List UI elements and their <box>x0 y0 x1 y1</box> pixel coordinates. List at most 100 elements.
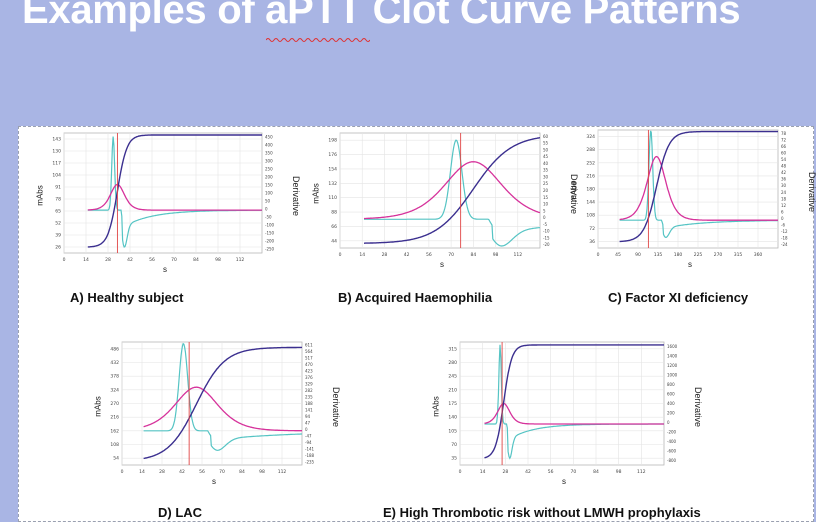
x-tick-label: 112 <box>513 252 522 258</box>
y2-tick-label: 1000 <box>667 373 678 378</box>
y2-tick-label: 50 <box>543 147 549 152</box>
x-tick-label: 28 <box>502 469 508 475</box>
y-axis-label: mAbs <box>311 182 321 204</box>
x-tick-label: 70 <box>219 469 225 475</box>
y2-tick-label: 1600 <box>667 344 678 349</box>
chart-caption-C: C) Factor XI deficiency <box>608 290 749 305</box>
y2-tick-label: 20 <box>543 188 549 193</box>
x-tick-label: 56 <box>426 252 432 258</box>
y-tick-label: 91 <box>55 185 61 191</box>
y-tick-label: 252 <box>586 160 595 166</box>
y2-tick-label: 250 <box>265 167 273 172</box>
y2-tick-label: 36 <box>781 177 787 182</box>
y-tick-label: 324 <box>586 134 595 140</box>
y2-tick-label: -15 <box>543 235 550 240</box>
y2-tick-label: 47 <box>305 420 311 425</box>
y2-tick-label: 42 <box>781 170 787 175</box>
x-tick-label: 90 <box>635 252 641 258</box>
y-axis-label: mAbs <box>35 185 45 206</box>
y-tick-label: 104 <box>52 173 61 179</box>
x-tick-label: 0 <box>339 252 342 258</box>
x-tick-label: 84 <box>239 469 245 475</box>
x-tick-label: 42 <box>179 469 185 475</box>
absorbance-line <box>87 134 262 248</box>
y-tick-label: 175 <box>448 401 457 407</box>
y2-tick-label: -188 <box>305 453 315 458</box>
y-tick-label: 378 <box>110 374 119 380</box>
y2-tick-label: 55 <box>543 141 549 146</box>
x-tick-label: 84 <box>193 257 199 263</box>
y2-tick-label: -100 <box>265 223 275 228</box>
y2-tick-label: 48 <box>781 164 787 169</box>
y-tick-label: 180 <box>586 187 595 193</box>
y2-tick-label: 200 <box>667 410 675 415</box>
x-tick-label: 225 <box>694 252 703 258</box>
y-tick-label: 432 <box>110 360 119 366</box>
y2-tick-label: 0 <box>543 215 546 220</box>
y2-tick-label: 1400 <box>667 354 678 359</box>
x-axis-label: s <box>163 265 167 274</box>
y2-tick-label: 150 <box>265 183 273 188</box>
x-tick-label: 0 <box>121 469 124 475</box>
y-tick-label: 198 <box>328 138 337 144</box>
x-axis-label: s <box>688 260 692 269</box>
slide-title: Examples of aPTT Clot Curve Patterns <box>22 0 741 32</box>
x-tick-label: 112 <box>278 469 287 475</box>
y2-tick-label: 470 <box>305 362 313 367</box>
x-tick-label: 56 <box>149 257 155 263</box>
y-tick-label: 140 <box>448 415 457 421</box>
y2-tick-label: 329 <box>305 382 313 387</box>
x-tick-label: 112 <box>637 469 646 475</box>
y-axis-label: mAbs <box>93 395 103 417</box>
y-tick-label: 110 <box>328 195 337 201</box>
y2-tick-label: 800 <box>667 382 675 387</box>
y-tick-label: 44 <box>331 238 337 244</box>
chart-C: 0 45 90 135 180 225 270 315 36036721081441802162… <box>586 129 788 258</box>
y-tick-label: 54 <box>113 456 119 462</box>
y-tick-label: 162 <box>110 428 119 434</box>
x-tick-label: 98 <box>493 252 499 258</box>
y-tick-label: 66 <box>331 224 337 230</box>
y2-tick-label: 54 <box>781 157 787 162</box>
y-tick-label: 270 <box>110 401 119 407</box>
chart-D: 0 14 28 42 56 70 84 98 112 54 108 162 216 270 324 378 43… <box>110 341 315 475</box>
x-tick-label: 84 <box>593 469 599 475</box>
y-tick-label: 78 <box>55 197 61 203</box>
first-derivative-line <box>484 402 664 425</box>
x-tick-label: 98 <box>215 257 221 263</box>
y2-tick-label: -200 <box>667 429 677 434</box>
y2-axis-label: Derivative <box>807 171 816 213</box>
second-derivative-line <box>364 139 541 247</box>
x-tick-label: 180 <box>674 252 683 258</box>
y2-tick-label: -10 <box>543 229 550 234</box>
y-tick-label: 26 <box>55 245 61 251</box>
y2-tick-label: -20 <box>543 242 550 247</box>
y2-tick-label: 45 <box>543 154 549 159</box>
y2-tick-label: 25 <box>543 181 549 186</box>
x-tick-label: 84 <box>470 252 476 258</box>
y2-tick-label: 100 <box>265 191 273 196</box>
y2-tick-label: 6 <box>781 209 784 214</box>
x-axis-label: s <box>562 477 566 486</box>
y2-tick-label: 0 <box>305 427 308 432</box>
y2-tick-label: 0 <box>265 207 268 212</box>
y-axis-label: mAbs <box>569 181 579 202</box>
y-tick-label: 36 <box>589 239 595 245</box>
x-tick-label: 14 <box>359 252 365 258</box>
chart-caption-B: B) Acquired Haemophilia <box>338 290 493 305</box>
y2-tick-label: 350 <box>265 151 273 156</box>
y-tick-label: 72 <box>589 226 595 232</box>
x-tick-label: 0 <box>63 257 66 263</box>
first-derivative-line <box>143 386 302 432</box>
y2-tick-label: -47 <box>305 433 312 438</box>
x-tick-label: 270 <box>714 252 723 258</box>
y2-tick-label: 423 <box>305 369 313 374</box>
y-tick-label: 288 <box>586 147 595 153</box>
y-tick-label: 39 <box>55 233 61 239</box>
first-derivative-line <box>364 161 541 220</box>
y2-tick-label: 60 <box>543 134 549 139</box>
y2-tick-label: 66 <box>781 144 787 149</box>
y2-tick-label: 564 <box>305 349 313 354</box>
y2-tick-label: -200 <box>265 239 275 244</box>
y2-tick-label: 0 <box>667 420 670 425</box>
